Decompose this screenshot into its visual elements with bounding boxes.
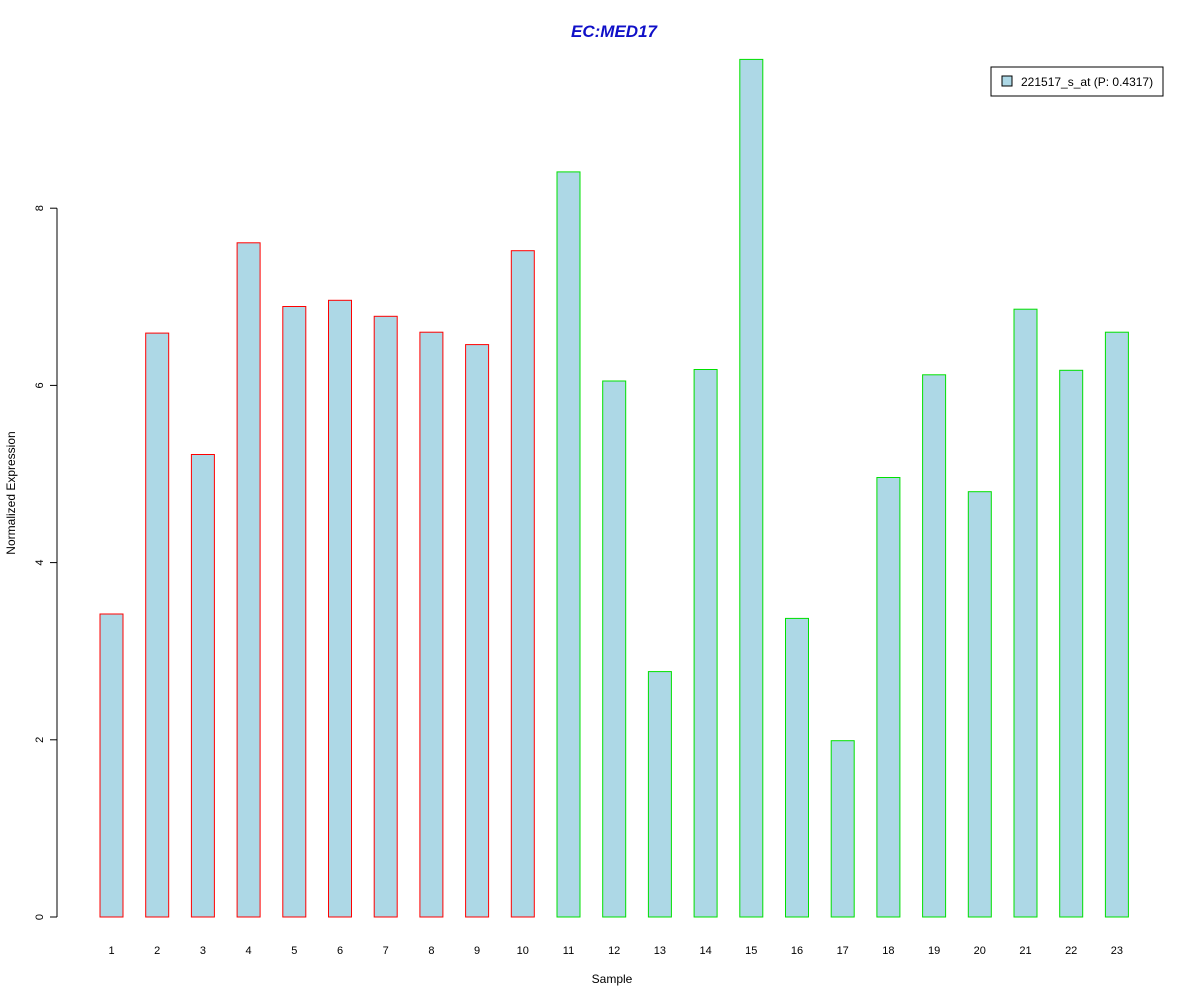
bar-sample-9	[465, 344, 490, 918]
x-tick-label: 6	[337, 945, 343, 957]
bar-sample-8	[419, 331, 444, 918]
x-tick-label: 20	[974, 945, 986, 957]
bar-sample-5	[282, 306, 307, 918]
bar-sample-3	[190, 454, 215, 918]
bar-sample-16	[785, 617, 809, 918]
legend-box	[990, 66, 1164, 97]
bar-sample-22	[1059, 369, 1084, 918]
x-tick-label: 17	[837, 945, 849, 957]
x-tick-label: 12	[608, 945, 620, 957]
x-tick-label: 9	[474, 945, 480, 957]
x-tick-label: 22	[1065, 945, 1077, 957]
x-tick-label: 11	[563, 945, 574, 957]
legend: 221517_s_at (P: 0.4317)	[990, 66, 1164, 97]
x-tick-label: 7	[383, 945, 389, 957]
x-tick-label: 16	[791, 945, 803, 957]
bar-sample-20	[967, 491, 992, 918]
x-tick-label: 15	[745, 945, 757, 957]
legend-entry-label: 221517_s_at (P: 0.4317)	[1021, 75, 1153, 89]
bar-sample-21	[1013, 308, 1038, 918]
x-tick-label: 18	[882, 945, 894, 957]
x-tick-label: 1	[108, 945, 114, 957]
bar-sample-19	[922, 374, 947, 918]
bar-sample-11	[556, 171, 581, 918]
x-tick-label: 3	[200, 945, 206, 957]
bar-sample-2	[145, 332, 170, 918]
x-tick-label: 21	[1019, 945, 1031, 957]
y-tick-label: 4	[34, 560, 46, 566]
x-tick-label: 8	[428, 945, 434, 957]
chart-title: EC:MED17	[571, 22, 659, 41]
bar-sample-1	[99, 613, 124, 918]
bar-sample-7	[373, 315, 398, 918]
x-tick-label: 13	[654, 945, 666, 957]
x-tick-label: 4	[246, 945, 252, 957]
bar-sample-15	[739, 58, 764, 918]
legend-swatch	[1001, 75, 1013, 87]
y-tick-label: 6	[34, 382, 46, 388]
y-axis: 0 2 4 6 8	[34, 205, 58, 920]
y-tick-label: 0	[34, 914, 46, 920]
bar-sample-17	[830, 740, 855, 918]
x-tick-labels: 1 2 3 4 5 6 7 8 9 10 11 12 13 14 15 16 17 18 19 20 21 22 23	[108, 945, 1123, 957]
y-tick-label: 2	[34, 737, 46, 743]
bar-sample-13	[647, 671, 672, 918]
bars-group	[99, 58, 1129, 918]
bar-sample-10	[510, 250, 535, 918]
bar-sample-14	[693, 369, 718, 918]
x-axis-label: Sample	[592, 972, 633, 986]
bar-sample-12	[602, 380, 627, 918]
x-tick-label: 10	[517, 945, 529, 957]
bar-sample-23	[1104, 331, 1129, 918]
y-tick-label: 8	[34, 205, 46, 211]
y-axis-label: Normalized Expression	[4, 431, 18, 554]
x-tick-label: 23	[1111, 945, 1123, 957]
x-tick-label: 5	[291, 945, 297, 957]
x-tick-label: 19	[928, 945, 940, 957]
bar-sample-6	[328, 299, 352, 918]
bar-sample-4	[236, 242, 261, 918]
x-tick-label: 2	[154, 945, 160, 957]
bar-sample-18	[876, 477, 901, 918]
x-tick-label: 14	[699, 945, 711, 957]
